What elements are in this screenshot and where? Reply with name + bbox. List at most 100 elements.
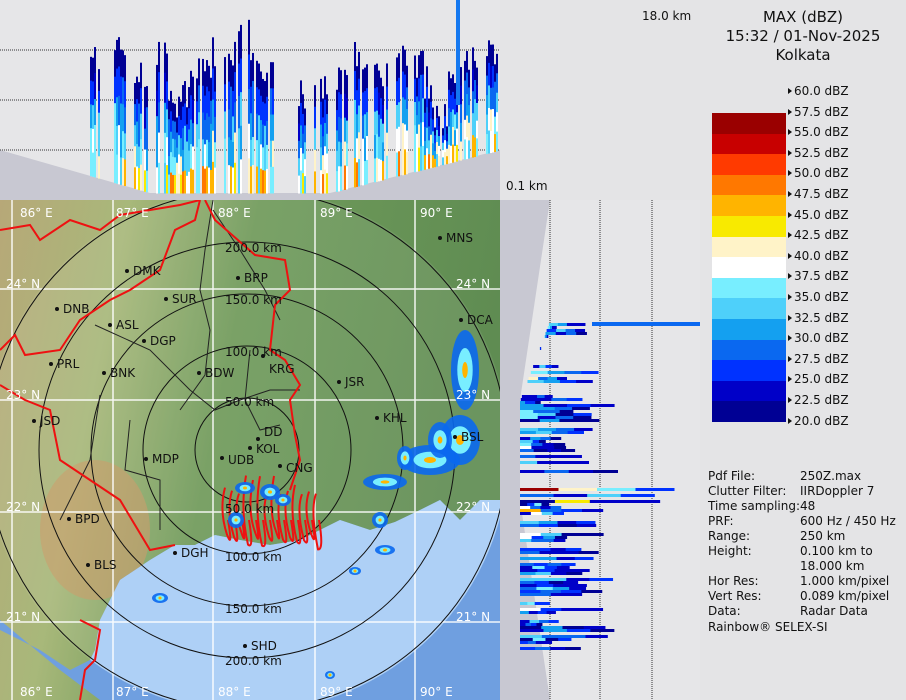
echo-row xyxy=(520,602,528,605)
ring-label: 50.0 km xyxy=(225,502,274,516)
echo-row xyxy=(546,410,561,413)
echo-column xyxy=(464,80,466,101)
echo-column xyxy=(258,115,260,142)
echo-peak xyxy=(462,362,468,378)
echo-column xyxy=(174,121,176,140)
echo-column xyxy=(224,57,226,85)
echo-row xyxy=(635,488,675,491)
echo-column xyxy=(416,96,418,116)
legend-label: 35.0 dBZ xyxy=(788,290,849,304)
echo-column xyxy=(138,168,140,191)
echo-column xyxy=(300,80,302,104)
echo-column xyxy=(492,66,494,89)
echo-column xyxy=(184,170,186,194)
echo-column xyxy=(364,137,366,162)
echo-column xyxy=(378,136,380,160)
echo-column xyxy=(186,124,188,143)
tick-triangle-icon xyxy=(788,397,792,403)
city-dot-icon xyxy=(86,563,90,567)
echo-row xyxy=(566,593,583,596)
echo-column xyxy=(182,149,184,172)
echo-column xyxy=(224,84,226,112)
echo-column xyxy=(494,134,496,153)
city-dmk: DMK xyxy=(125,264,162,278)
radar-ppi-map[interactable]: 86° E 86° E 87° E 87° E 88° E 88° E 89° E 89° E… xyxy=(0,200,500,700)
echo-column xyxy=(184,148,186,172)
echo-column xyxy=(362,115,364,140)
city-udb: UDB xyxy=(220,453,254,467)
echo-row xyxy=(561,533,583,536)
echo-row xyxy=(540,506,552,509)
echo-column xyxy=(438,155,440,167)
legend-label: 47.5 dBZ xyxy=(788,187,849,201)
echo-row xyxy=(520,548,536,551)
echo-column xyxy=(230,60,232,88)
ring-label: 200.0 km xyxy=(225,654,282,668)
echo-row xyxy=(550,593,567,596)
echo-column xyxy=(434,143,436,152)
echo-column xyxy=(402,148,404,176)
echo-column xyxy=(380,98,382,120)
echo-column xyxy=(184,125,186,149)
echo-row xyxy=(538,557,558,560)
city-dot-icon xyxy=(261,354,265,358)
echo-row xyxy=(566,572,583,575)
echo-column xyxy=(238,31,240,65)
echo-column xyxy=(164,132,166,164)
echo-column xyxy=(436,130,438,143)
echo-column xyxy=(338,166,340,192)
echo-column xyxy=(314,85,316,108)
echo-column xyxy=(398,151,400,177)
echo-row xyxy=(556,566,570,569)
longitude-labels: 86° E 86° E 87° E 87° E 88° E 88° E 89° E 89° E… xyxy=(20,206,453,699)
radar-map[interactable]: 86° E 86° E 87° E 87° E 88° E 88° E 89° E 89° E… xyxy=(0,200,500,700)
echo-column xyxy=(166,81,168,110)
city-dot-icon xyxy=(125,269,129,273)
echo-row xyxy=(538,521,558,524)
echo-row xyxy=(520,512,532,515)
echo-row xyxy=(559,551,580,554)
echo-column xyxy=(228,165,230,194)
echo-column xyxy=(166,165,168,194)
echo-column xyxy=(382,161,384,181)
echo-column xyxy=(426,86,428,108)
echo-column xyxy=(262,124,264,148)
echo-row xyxy=(557,521,577,524)
echo-row xyxy=(554,569,573,572)
legend-label: 37.5 dBZ xyxy=(788,269,849,283)
city-dnb: DNB xyxy=(55,302,89,316)
echo-row xyxy=(559,380,577,383)
echo-row xyxy=(534,581,550,584)
echo-column xyxy=(356,162,358,187)
below-horizon-area xyxy=(500,200,550,700)
echo-column xyxy=(464,100,466,121)
echo-row xyxy=(596,488,636,491)
echo-column xyxy=(488,107,490,131)
echo-row xyxy=(520,431,537,434)
echo-peak xyxy=(378,518,382,522)
echo-column xyxy=(192,123,194,147)
echo-row xyxy=(547,377,558,380)
echo-column xyxy=(140,88,142,115)
echo-column xyxy=(238,128,240,162)
echo-row xyxy=(520,404,545,407)
echo-column xyxy=(374,111,376,136)
echo-column xyxy=(198,166,200,194)
ring-label: 200.0 km xyxy=(225,241,282,255)
echo-column xyxy=(426,66,428,88)
echo-column xyxy=(422,122,424,147)
echo-row xyxy=(553,539,566,542)
echo-row xyxy=(566,629,591,632)
echo-row xyxy=(549,326,553,329)
echo-column xyxy=(250,86,252,114)
echo-column xyxy=(192,146,194,171)
echo-column xyxy=(380,77,382,99)
tick-triangle-icon xyxy=(788,129,792,136)
echo-column xyxy=(426,148,428,170)
echo-column xyxy=(448,144,450,164)
info-key: Pdf File: xyxy=(708,469,756,483)
longitude-label: 88° E xyxy=(218,206,251,220)
legend-value: 40.0 dBZ xyxy=(794,248,849,263)
echo-column xyxy=(476,102,478,122)
legend-value: 47.5 dBZ xyxy=(794,187,849,201)
